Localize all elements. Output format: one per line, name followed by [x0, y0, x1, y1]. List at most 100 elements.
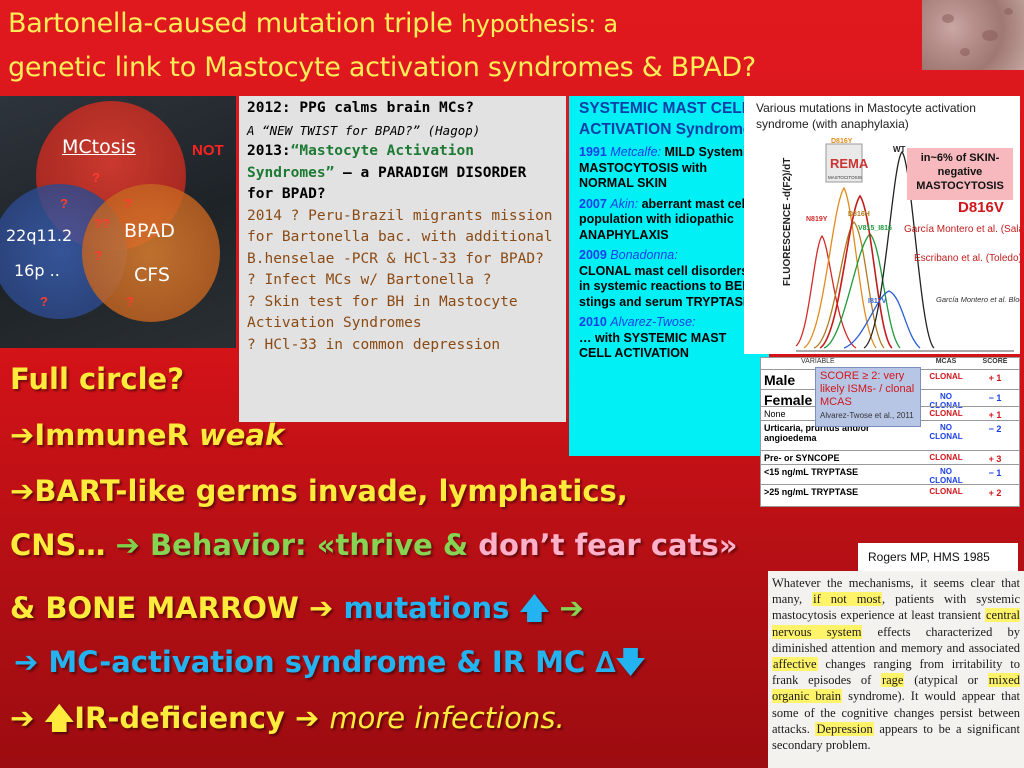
timeline-infect: ? Infect MCs w/ Bartonella ?	[247, 272, 492, 288]
entry-1991-text: MILD Systemic MASTOCYTOSIS with NORMAL S…	[579, 145, 754, 190]
timeline-hcl33: ? HCl-33 in common depression	[247, 336, 501, 353]
table-cell-score: − 2	[988, 424, 1002, 434]
table-cell-mcas: CLONAL	[929, 453, 963, 462]
arrow-icon: ➔	[10, 474, 35, 508]
year-2009: 2009	[579, 248, 607, 262]
table-row: >25 ng/mL TRYPTASE CLONAL + 2	[761, 484, 1019, 505]
table-cell-mcas: CLONAL	[929, 409, 963, 418]
table-cell-mcas: CLONAL	[929, 487, 963, 496]
legend-salamanca: García Montero et al. (Salamanca)	[904, 224, 1020, 235]
arrow-up-icon: 🡅	[519, 591, 550, 625]
immuner-line: ➔ImmuneR weak	[10, 418, 284, 452]
smcas-heading: SYSTEMIC MAST CELL ACTIVATION Syndrome	[579, 100, 752, 138]
timeline-2013-year: 2013:	[247, 143, 291, 159]
mc-activation-text: MC-activation syndrome & IR MC ∆	[48, 645, 616, 679]
cns-text: CNS…	[10, 528, 116, 562]
timeline-2013-paradigm: – a PARADIGM DISORDER for BPAD?	[247, 164, 527, 203]
title-part1: Bartonella-caused mutation triple	[8, 8, 453, 39]
table-cell-score: − 1	[988, 468, 1002, 478]
curve-n819y	[795, 234, 857, 349]
graph-caption: Various mutations in Mastocyte activatio…	[756, 101, 976, 131]
legend-toledo: Escribano et al. (Toledo)	[914, 253, 1020, 264]
excerpt-text: changes ranging from irritability to fra…	[772, 657, 1020, 688]
curve-d816h	[813, 220, 885, 349]
venn-not-label: NOT	[192, 142, 224, 159]
arrow-icon: ➔	[309, 591, 334, 625]
entry-2007-text: aberrant mast cell population with idiop…	[579, 196, 749, 242]
skin-photo	[922, 0, 1024, 70]
label-v815: V815_I816	[858, 225, 892, 232]
graph-citation: García Montero et al. Blood, 2007	[936, 295, 1020, 304]
entry-2010-text: … with SYSTEMIC MAST CELL ACTIVATION	[579, 330, 727, 361]
bone-marrow-text: & BONE MARROW	[10, 591, 310, 625]
excerpt-text: , patients with systemic mastocytosis ex…	[772, 592, 1020, 623]
table-cell-score: + 2	[988, 488, 1002, 498]
table-row: Pre- or SYNCOPE CLONAL + 3	[761, 450, 1019, 465]
excerpt-highlight: Depression	[815, 721, 874, 736]
score-note-source: Alvarez-Twose et al., 2011	[820, 411, 914, 420]
score-note-text: SCORE ≥ 2: very likely ISMs- / clonal MC…	[820, 370, 915, 408]
table-cell-variable: >25 ng/mL TRYPTASE	[764, 487, 859, 497]
smcas-box: SYSTEMIC MAST CELL ACTIVATION Syndrome 1…	[569, 96, 769, 456]
excerpt-highlight: affective	[772, 657, 818, 672]
timeline-box: 2012: PPG calms brain MCs? A “NEW TWIST …	[239, 96, 566, 422]
full-circle: Full circle?	[10, 362, 185, 396]
table-cell-variable: None	[764, 409, 786, 419]
immuner-text: ImmuneR	[34, 418, 199, 452]
rogers-excerpt: Whatever the mechanisms, it seems clear …	[768, 571, 1024, 768]
year-2007: 2007	[579, 196, 607, 211]
curve-d816y	[803, 186, 877, 349]
arrow-icon: ➔	[10, 701, 35, 735]
label-n819y: N819Y	[806, 216, 828, 223]
curve-i817v	[843, 290, 921, 349]
table-header: VARIABLE MCAS SCORE	[761, 358, 1019, 369]
rema-logo	[825, 143, 863, 183]
smcas-entry-1991: 1991 Metcalfe: MILD Systemic MASTOCYTOSI…	[579, 145, 759, 192]
ir-deficiency-line: ➔ 🡅IR-deficiency ➔ more infections.	[10, 698, 565, 747]
excerpt-text: appears to be a significant secondary pr…	[772, 721, 1020, 753]
table-cell-mcas: CLONAL	[929, 372, 963, 381]
table-cell-variable: Urticaria, pruritus and/or angioedema	[764, 423, 870, 443]
venn-question-1: ?	[92, 170, 100, 185]
col-variable: VARIABLE	[801, 358, 835, 365]
venn-question-4: ??	[94, 216, 110, 231]
arrow-icon: ➔	[115, 528, 140, 562]
venn-label-16p: 16p ..	[14, 261, 60, 280]
cats-text: don’t fear cats»	[478, 528, 738, 562]
mutations-text: mutations	[343, 591, 510, 625]
label-d816h: D816H	[848, 211, 870, 218]
label-wt: WT	[893, 145, 906, 154]
venn-label-22q: 22q11.2	[6, 226, 73, 245]
arrow-up-icon: 🡅	[44, 701, 75, 735]
rema-logo-subtext: MASTOCITOSIS	[828, 175, 862, 180]
venn-question-3: ?	[124, 196, 132, 211]
author-akin: Akin:	[610, 196, 639, 211]
timeline-2013-mas: “Mastocyte Activation Syndromes”	[247, 143, 474, 181]
smcas-entry-2009: 2009 Bonadonna: CLONAL mast cell disorder…	[579, 248, 759, 310]
venn-label-bpad: BPAD	[124, 220, 175, 242]
table-cell-variable: Female	[764, 392, 813, 408]
venn-question-7: ?	[126, 294, 134, 309]
score-note: SCORE ≥ 2: very likely ISMs- / clonal MC…	[815, 367, 921, 427]
bart-line: ➔BART-like germs invade, lymphatics,	[10, 474, 628, 508]
melting-curve-plot: FLUORESCENCE -d(F2)/dT REMA MASTOCITOSIS…	[782, 138, 1020, 352]
table-cell-mcas: NO CLONAL	[929, 467, 963, 485]
arrow-icon: ➔	[10, 418, 35, 452]
bart-text: BART-like germs invade, lymphatics,	[34, 474, 628, 508]
table-cell-variable: Pre- or SYNCOPE	[764, 453, 840, 463]
author-metcalfe: Metcalfe:	[610, 145, 662, 159]
bpad-circle	[82, 184, 220, 322]
timeline-skin-test: ? Skin test for BH in Mastocyte Activati…	[247, 293, 518, 332]
arrow-down-icon: 🡇	[615, 645, 646, 679]
table-cell-score: + 1	[988, 410, 1002, 420]
bone-marrow-line: & BONE MARROW ➔ mutations 🡅 ➔	[10, 588, 584, 637]
label-i817v: I817V	[868, 298, 887, 305]
table-cell-variable: <15 ng/mL TRYPTASE	[764, 467, 859, 477]
table-cell-mcas: NO CLONAL	[929, 392, 963, 410]
arrow-icon: ➔	[559, 591, 584, 625]
label-d816v: D816V	[958, 199, 1004, 216]
mc-activation-line: ➔ MC-activation syndrome & IR MC ∆🡇	[14, 642, 645, 691]
excerpt-highlight: rage	[880, 673, 905, 688]
title-line2: genetic link to Mastocyte activation syn…	[8, 52, 756, 83]
venn-question-5: ?	[94, 248, 102, 263]
